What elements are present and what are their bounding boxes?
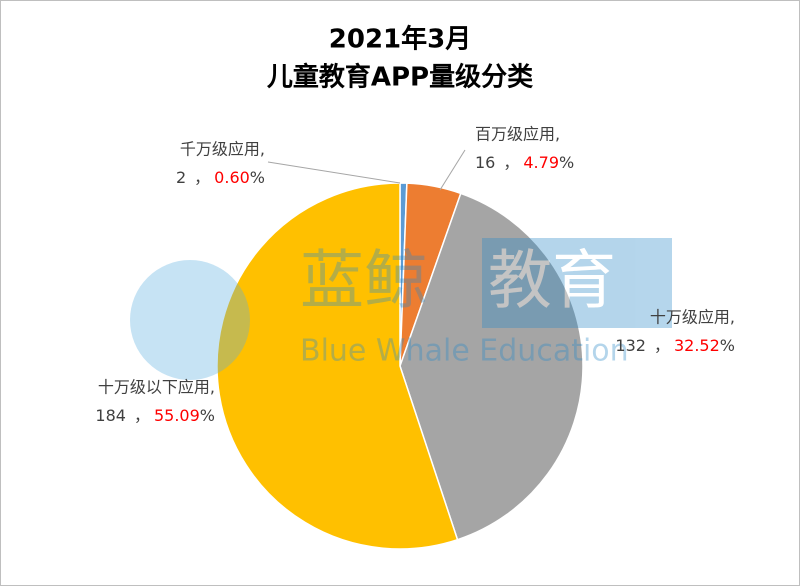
watermark-box xyxy=(482,238,672,328)
watermark-text: 教育 xyxy=(488,245,616,319)
watermark-logo xyxy=(130,260,250,380)
chart-title: 2021年3月 xyxy=(329,24,471,55)
percent: 0.60 xyxy=(214,168,250,187)
data-label-name: 十万级应用, xyxy=(650,308,735,327)
watermark: 蓝鲸 教育 Blue Whale Education xyxy=(130,238,672,380)
chart-title: 儿童教育APP量级分类 xyxy=(267,62,533,93)
data-label-name: 千万级应用, xyxy=(180,140,265,159)
separator: ， xyxy=(134,406,150,425)
separator: ， xyxy=(503,153,519,172)
count: 132 xyxy=(615,336,646,355)
percent-unit: % xyxy=(250,168,265,187)
data-label-value: 2 ， 0.60% xyxy=(176,168,265,187)
watermark-text: Blue Whale Education xyxy=(300,334,629,369)
separator: ， xyxy=(194,168,210,187)
data-label-name: 百万级应用, xyxy=(475,125,560,144)
pie-slice xyxy=(399,192,584,541)
percent: 32.52 xyxy=(674,336,720,355)
pie-slice xyxy=(216,182,459,550)
percent: 4.79 xyxy=(523,153,559,172)
data-label-value: 132 ， 32.52% xyxy=(615,336,735,355)
percent-unit: % xyxy=(559,153,574,172)
count: 2 xyxy=(176,168,186,187)
separator: ， xyxy=(654,336,670,355)
count: 16 xyxy=(475,153,495,172)
labels: 千万级应用,2， 0.60%百万级应用,16， 4.79%十万级应用,132， 32.… xyxy=(95,125,735,425)
percent-unit: % xyxy=(720,336,735,355)
leader-line xyxy=(267,161,401,184)
pie xyxy=(216,182,584,550)
data-label-value: 184 ， 55.09% xyxy=(95,406,215,425)
percent: 55.09 xyxy=(154,406,200,425)
percent-unit: % xyxy=(200,406,215,425)
data-label-name: 十万级以下应用, xyxy=(98,378,215,397)
watermark-text: 蓝鲸 xyxy=(300,245,428,319)
data-label-value: 16 ， 4.79% xyxy=(475,153,574,172)
count: 184 xyxy=(95,406,126,425)
leader-line xyxy=(439,149,466,191)
